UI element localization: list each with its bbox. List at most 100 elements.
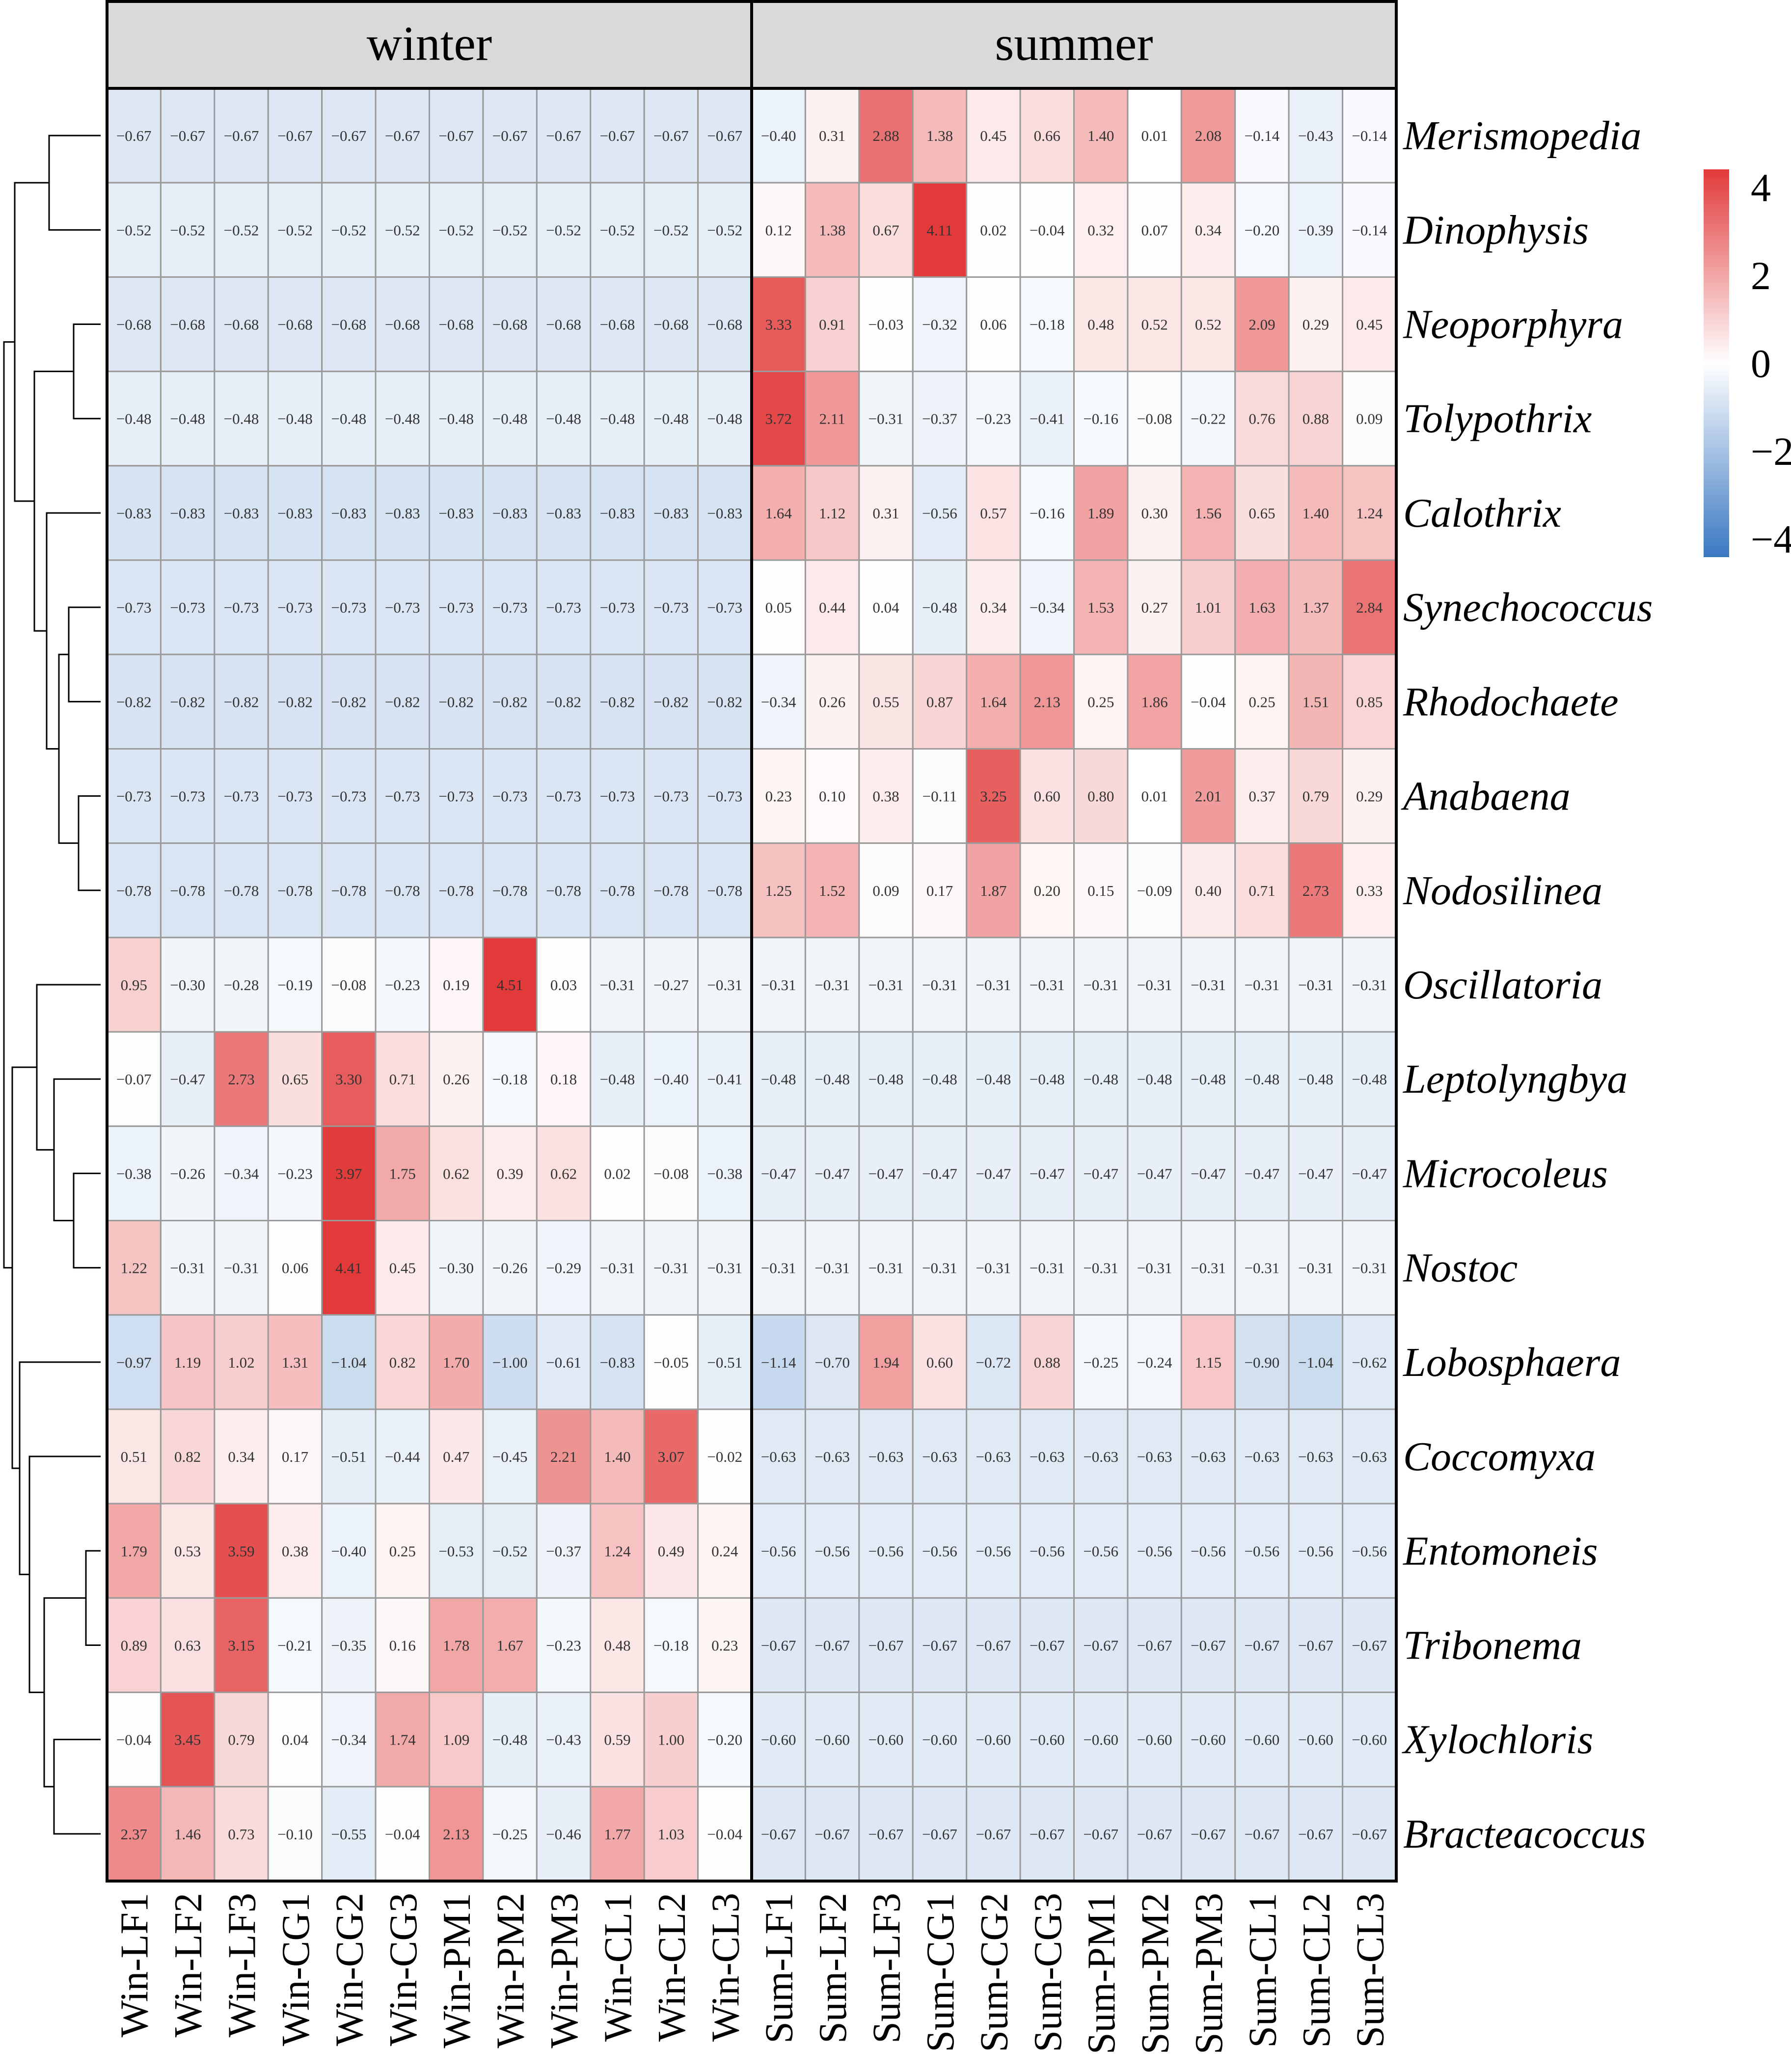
heatmap-cell — [214, 182, 269, 278]
cell-value-label: 0.34 — [980, 599, 1007, 616]
cell-value-label: 0.25 — [1087, 693, 1114, 710]
cell-value-label: −0.52 — [277, 221, 313, 239]
heatmap-cell — [1234, 1503, 1290, 1599]
cell-value-label: −0.67 — [331, 127, 367, 144]
heatmap-cell — [214, 937, 269, 1033]
cell-value-label: 0.48 — [604, 1637, 630, 1654]
cell-value-label: −0.38 — [116, 1165, 152, 1182]
cell-value-label: 2.13 — [443, 1826, 469, 1843]
legend-tick-label: 4 — [1751, 165, 1771, 210]
cell-value-label: 0.45 — [980, 127, 1006, 144]
heatmap-cell — [966, 1503, 1021, 1599]
dendrogram-branch — [43, 1597, 86, 1788]
cell-value-label: −0.34 — [761, 693, 796, 710]
cell-value-label: −0.73 — [600, 599, 635, 616]
heatmap-cell — [1019, 748, 1075, 844]
column-label: Sum-CG3 — [1027, 1893, 1070, 2052]
column-label: Sum-LF2 — [812, 1893, 855, 2044]
heatmap-cell — [267, 1220, 323, 1316]
heatmap-cell — [160, 1031, 216, 1127]
cell-value-label: 0.26 — [443, 1071, 469, 1088]
heatmap-cell — [429, 1220, 484, 1316]
cell-value-label: −0.31 — [814, 1260, 850, 1277]
cell-value-label: −0.47 — [976, 1165, 1011, 1182]
heatmap-cell — [106, 748, 162, 844]
heatmap-cell — [1234, 1786, 1290, 1882]
cell-value-label: −0.78 — [224, 882, 259, 899]
heatmap-cell — [429, 937, 484, 1033]
cell-value-label: 1.01 — [1195, 599, 1221, 616]
cell-value-label: −0.31 — [761, 976, 796, 994]
heatmap-cell — [1288, 1408, 1344, 1505]
cell-value-label: 1.56 — [1195, 505, 1221, 522]
cell-value-label: −0.52 — [653, 221, 689, 239]
heatmap-cell — [106, 842, 162, 939]
cell-value-label: −0.67 — [600, 127, 635, 144]
cell-value-label: 1.74 — [389, 1731, 416, 1749]
cell-value-label: 0.39 — [497, 1165, 523, 1182]
cell-value-label: −0.31 — [653, 1260, 689, 1277]
cell-value-label: 0.02 — [604, 1165, 630, 1182]
cell-value-label: −0.26 — [492, 1260, 528, 1277]
heatmap-cell — [1180, 1125, 1236, 1222]
cell-value-label: −0.20 — [1245, 221, 1280, 239]
cell-value-label: 0.23 — [765, 788, 792, 805]
heatmap-cell — [429, 1031, 484, 1127]
cell-value-label: 0.34 — [1195, 221, 1222, 239]
cell-value-label: −0.34 — [331, 1731, 367, 1749]
heatmap-cell — [160, 1314, 216, 1410]
heatmap-cell — [1127, 748, 1182, 844]
cell-value-label: −0.78 — [170, 882, 205, 899]
cell-value-label: 0.63 — [174, 1637, 201, 1654]
cell-value-label: −0.63 — [1245, 1448, 1280, 1465]
cell-value-label: −0.03 — [868, 316, 904, 333]
cell-value-label: 1.37 — [1303, 599, 1329, 616]
cell-value-label: −0.82 — [546, 693, 581, 710]
cell-value-label: 0.47 — [443, 1448, 469, 1465]
cell-value-label: −0.25 — [1083, 1354, 1118, 1371]
column-label: Win-CG2 — [328, 1893, 371, 2046]
heatmap-cell — [590, 1314, 645, 1410]
cell-value-label: −0.31 — [868, 1260, 904, 1277]
cell-value-label: −0.60 — [1352, 1731, 1387, 1749]
heatmap-cell — [482, 1031, 538, 1127]
cell-value-label: −0.82 — [438, 693, 474, 710]
cell-value-label: 0.45 — [389, 1260, 416, 1277]
heatmap-cell — [590, 1031, 645, 1127]
heatmap-cell — [214, 1786, 269, 1882]
heatmap-cell — [214, 1692, 269, 1788]
heatmap-cell — [912, 1408, 968, 1505]
cell-value-label: 0.37 — [1248, 788, 1275, 805]
heatmap-cell — [804, 1125, 860, 1222]
heatmap-cell — [482, 1408, 538, 1505]
heatmap-cell — [751, 182, 806, 278]
heatmap-cell — [482, 1786, 538, 1882]
heatmap-cell — [1019, 937, 1075, 1033]
cell-value-label: 4.41 — [335, 1260, 362, 1277]
cell-value-label: −0.83 — [331, 505, 367, 522]
heatmap-cell — [160, 1692, 216, 1788]
cell-value-label: −0.48 — [546, 410, 581, 428]
column-label: Win-CL1 — [597, 1893, 640, 2042]
cell-value-label: 1.19 — [174, 1354, 201, 1371]
dendrogram-branch — [3, 341, 15, 1269]
heatmap-cell — [697, 559, 753, 655]
cell-value-label: −0.67 — [976, 1826, 1011, 1843]
cell-value-label: 0.38 — [872, 788, 899, 805]
cell-value-label: −0.83 — [600, 505, 635, 522]
cell-value-label: −0.34 — [1030, 599, 1065, 616]
cell-value-label: 2.88 — [872, 127, 899, 144]
heatmap-cell — [804, 653, 860, 750]
dendrogram-branch — [68, 606, 101, 702]
cell-value-label: 1.52 — [819, 882, 845, 899]
cell-value-label: 1.86 — [1141, 693, 1168, 710]
heatmap-cell — [1234, 371, 1290, 467]
heatmap-cell — [160, 465, 216, 561]
cell-value-label: −0.83 — [224, 505, 259, 522]
cell-value-label: −0.47 — [1191, 1165, 1226, 1182]
color-legend: 4 2 0 −2 −4 — [1704, 165, 1791, 562]
heatmap-cell — [643, 1408, 699, 1505]
cell-value-label: −0.60 — [976, 1731, 1011, 1749]
row-label: Lobosphaera — [1403, 1340, 1621, 1385]
cell-value-label: −0.68 — [492, 316, 528, 333]
